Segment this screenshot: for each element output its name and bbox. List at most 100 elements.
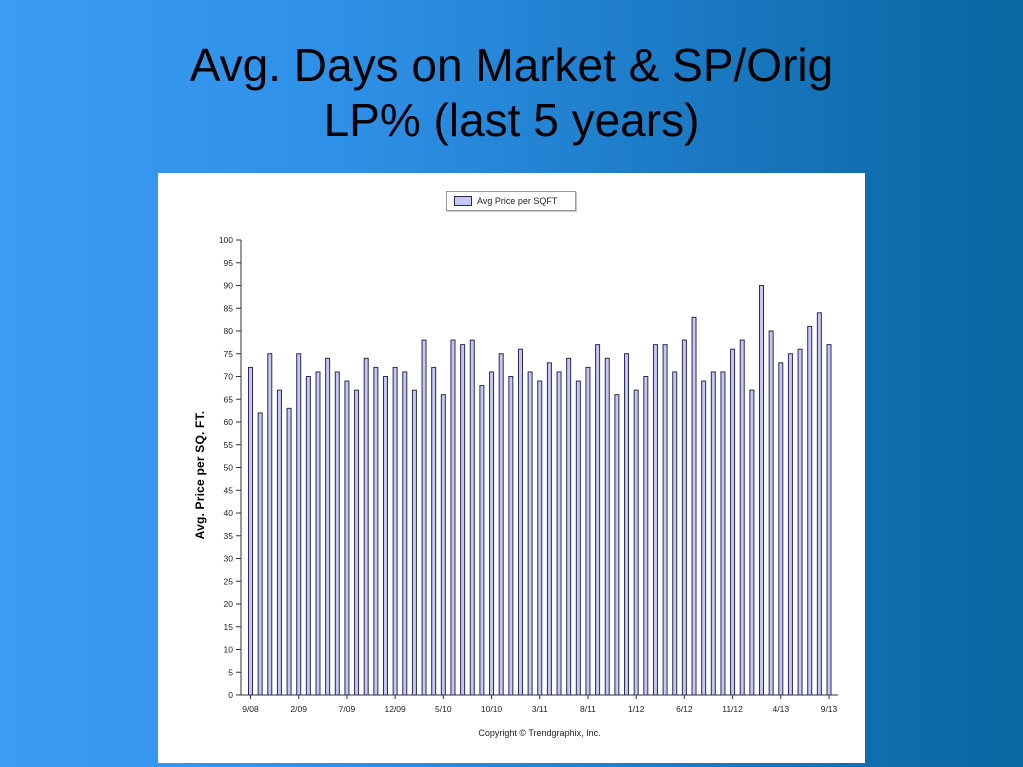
x-tick-label: 12/09: [384, 704, 406, 714]
bar: [749, 389, 755, 696]
bar: [691, 316, 697, 696]
bar: [672, 371, 678, 696]
bar: [257, 412, 263, 696]
x-tick-label: 9/08: [242, 704, 259, 714]
bar: [460, 344, 466, 696]
bar: [720, 371, 726, 696]
y-tick-label: 95: [224, 258, 234, 268]
y-tick-label: 65: [224, 394, 234, 404]
x-tick-label: 8/11: [580, 704, 596, 714]
bar: [315, 371, 321, 696]
bar: [546, 362, 552, 696]
bar: [816, 312, 822, 696]
y-tick-label: 25: [224, 576, 234, 586]
bar: [643, 376, 649, 696]
bar: [807, 325, 813, 696]
y-tick-label: 85: [224, 303, 234, 313]
slide-title-line-1: Avg. Days on Market & SP/Orig: [189, 39, 834, 91]
bar: [450, 339, 456, 696]
y-tick-label: 100: [219, 235, 233, 245]
y-tick-label: 55: [224, 440, 234, 450]
bar: [778, 362, 784, 696]
bar: [354, 389, 360, 696]
bar: [440, 394, 446, 696]
y-tick-label: 70: [224, 372, 234, 382]
bar: [527, 371, 533, 696]
y-tick-label: 10: [224, 645, 234, 655]
x-tick-label: 7/09: [339, 704, 356, 714]
y-tick-label: 60: [224, 417, 234, 427]
chart-legend: Avg Price per SQFT: [446, 191, 576, 211]
bar: [595, 344, 601, 696]
y-tick-label: 30: [224, 554, 234, 564]
y-tick-label: 75: [224, 349, 234, 359]
bar: [469, 339, 475, 696]
bar: [325, 357, 331, 696]
y-tick-label: 15: [224, 622, 234, 632]
bar: [421, 339, 427, 696]
x-tick-label: 5/10: [435, 704, 452, 714]
bar: [624, 353, 630, 696]
bar: [402, 371, 408, 696]
bar: [566, 357, 572, 696]
bar: [739, 339, 745, 696]
bar: [652, 344, 658, 696]
x-tick-label: 11/12: [722, 704, 743, 714]
bar: [276, 389, 282, 696]
x-tick-label: 6/12: [676, 704, 693, 714]
bar: [575, 380, 581, 696]
bar: [681, 339, 687, 696]
bar: [826, 344, 832, 696]
x-tick-label: 1/12: [628, 704, 645, 714]
bar: [267, 353, 273, 696]
bar: [517, 348, 523, 696]
x-tick-label: 9/13: [821, 704, 838, 714]
y-tick-label: 80: [224, 326, 234, 336]
copyright-text: Copyright © Trendgraphix, Inc.: [478, 728, 601, 738]
bar: [344, 380, 350, 696]
y-tick-label: 45: [224, 485, 234, 495]
y-tick-label: 50: [224, 463, 234, 473]
bar: [305, 376, 311, 696]
slide-title: Avg. Days on Market & SP/Orig LP% (last …: [0, 38, 1023, 148]
bar: [759, 285, 765, 696]
bar: [431, 366, 437, 696]
x-tick-label: 4/13: [773, 704, 790, 714]
bar: [334, 371, 340, 696]
x-tick-label: 3/11: [532, 704, 548, 714]
bar: [248, 366, 253, 696]
bar: [508, 376, 514, 696]
bar: [787, 353, 793, 696]
bar: [479, 385, 485, 696]
y-tick-label: 20: [224, 599, 234, 609]
bar: [662, 344, 668, 696]
bar: [382, 376, 388, 696]
bar: [498, 353, 504, 696]
bar: [556, 371, 562, 696]
bar: [768, 330, 774, 696]
y-tick-label: 40: [224, 508, 234, 518]
bar: [363, 357, 369, 696]
bar: [614, 394, 620, 696]
bar: [296, 353, 302, 696]
bar: [797, 348, 803, 696]
y-tick-label: 5: [228, 667, 233, 677]
bar: [537, 380, 543, 696]
bar: [701, 380, 707, 696]
bar: [710, 371, 716, 696]
bar: [411, 389, 417, 696]
legend-label: Avg Price per SQFT: [477, 196, 558, 206]
bar: [392, 366, 398, 696]
bar: [373, 366, 379, 696]
y-tick-label: 35: [224, 531, 234, 541]
bar: [633, 389, 639, 696]
bar: [585, 366, 591, 696]
y-tick-label: 0: [228, 690, 233, 700]
x-tick-label: 10/10: [481, 704, 503, 714]
y-axis-title: Avg. Price per SQ. FT.: [193, 410, 207, 540]
bar: [604, 357, 610, 696]
y-tick-label: 90: [224, 281, 234, 291]
legend-swatch: [454, 196, 472, 206]
bar: [286, 407, 292, 696]
